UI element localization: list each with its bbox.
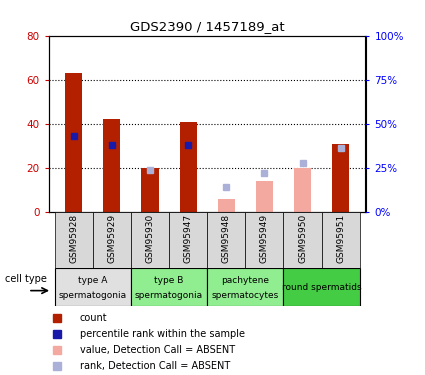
Text: GSM95949: GSM95949 (260, 214, 269, 263)
Text: cell type: cell type (5, 274, 46, 284)
Text: spermatogonia: spermatogonia (135, 291, 203, 300)
Text: GSM95928: GSM95928 (69, 214, 78, 263)
Bar (65, 73, 82, 212)
Text: percentile rank within the sample: percentile rank within the sample (80, 329, 245, 339)
Bar (131, 268, 207, 306)
Text: GSM95948: GSM95948 (222, 214, 231, 263)
Text: spermatocytes: spermatocytes (212, 291, 279, 300)
Bar (179, 122, 197, 212)
Text: GSM95929: GSM95929 (108, 214, 116, 263)
Bar (169, 212, 207, 268)
Text: GSM95950: GSM95950 (298, 214, 307, 263)
Bar (283, 268, 360, 306)
Bar (54, 268, 131, 306)
Text: type A: type A (78, 276, 108, 285)
Bar (218, 199, 235, 212)
Bar (93, 212, 131, 268)
Text: round spermatids: round spermatids (282, 283, 361, 292)
Text: count: count (80, 313, 108, 323)
Bar (245, 212, 283, 268)
Bar (283, 212, 322, 268)
Title: GDS2390 / 1457189_at: GDS2390 / 1457189_at (130, 20, 284, 33)
Text: GSM95947: GSM95947 (184, 214, 193, 263)
Bar (103, 119, 120, 212)
Bar (294, 168, 311, 212)
Bar (256, 181, 273, 212)
Bar (332, 144, 349, 212)
Text: spermatogonia: spermatogonia (59, 291, 127, 300)
Text: GSM95930: GSM95930 (145, 214, 154, 263)
Text: type B: type B (154, 276, 184, 285)
Bar (207, 268, 283, 306)
Bar (142, 168, 159, 212)
Text: pachytene: pachytene (221, 276, 269, 285)
Bar (207, 212, 245, 268)
Bar (131, 212, 169, 268)
Bar (54, 212, 93, 268)
Bar (322, 212, 360, 268)
Text: value, Detection Call = ABSENT: value, Detection Call = ABSENT (80, 345, 235, 355)
Text: rank, Detection Call = ABSENT: rank, Detection Call = ABSENT (80, 361, 230, 371)
Text: GSM95951: GSM95951 (336, 214, 345, 263)
